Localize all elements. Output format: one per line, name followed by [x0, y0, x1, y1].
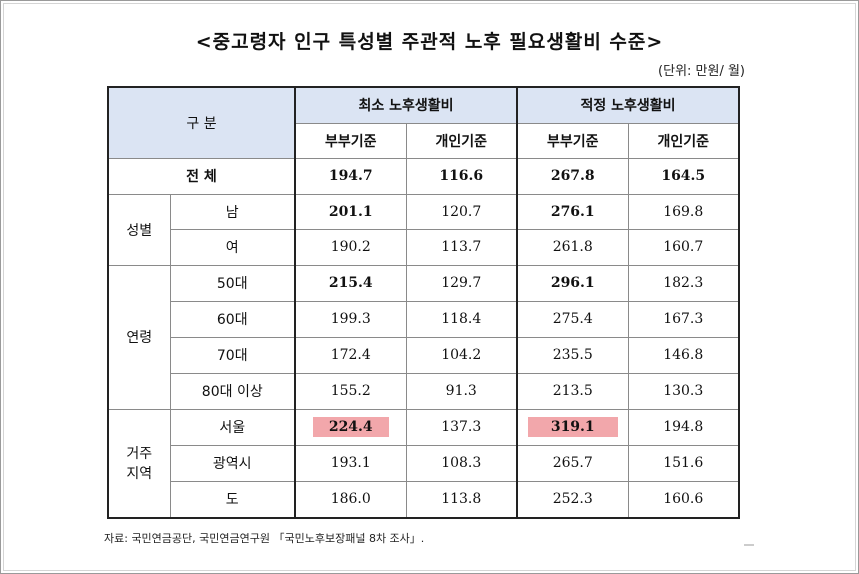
table-cell: 137.3 — [405, 408, 518, 446]
table-cell: 118.4 — [405, 300, 518, 338]
highlighted-cell: 224.4 — [294, 408, 407, 446]
table-cell: 235.5 — [516, 336, 629, 374]
unit-note: (단위: 만원/ 월) — [658, 64, 745, 79]
header-category: 구 분 — [107, 86, 296, 159]
table-cell: 146.8 — [627, 336, 740, 374]
highlighted-cell: 319.1 — [516, 408, 629, 446]
table-cell: 252.3 — [516, 480, 629, 519]
group-label-age: 연령 — [107, 264, 171, 410]
total-cell: 194.7 — [294, 157, 407, 195]
decorative-mark — [744, 544, 754, 546]
row-label: 50대 — [169, 264, 296, 302]
table-cell: 167.3 — [627, 300, 740, 338]
total-cell: 164.5 — [627, 157, 740, 195]
table-cell: 296.1 — [516, 264, 629, 302]
table-cell: 108.3 — [405, 444, 518, 482]
table-cell: 155.2 — [294, 372, 407, 410]
living-cost-table: 구 분 최소 노후생활비 적정 노후생활비 부부기준 개인기준 부부기준 개인기… — [107, 86, 740, 519]
table-cell: 113.8 — [405, 480, 518, 519]
table-cell: 91.3 — [405, 372, 518, 410]
table-cell: 190.2 — [294, 228, 407, 266]
header-proper-cost: 적정 노후생활비 — [516, 86, 740, 124]
total-cell: 267.8 — [516, 157, 629, 195]
table-cell: 186.0 — [294, 480, 407, 519]
table-cell: 199.3 — [294, 300, 407, 338]
row-label: 여 — [169, 228, 296, 266]
row-label: 광역시 — [169, 444, 296, 482]
group-label-region-line2: 지역 — [126, 466, 153, 483]
header-min-individual: 개인기준 — [405, 122, 518, 159]
table-cell: 213.5 — [516, 372, 629, 410]
table-cell: 261.8 — [516, 228, 629, 266]
row-label: 남 — [169, 193, 296, 230]
table-cell: 194.8 — [627, 408, 740, 446]
total-cell: 116.6 — [405, 157, 518, 195]
table-cell: 104.2 — [405, 336, 518, 374]
table-cell: 129.7 — [405, 264, 518, 302]
row-label: 80대 이상 — [169, 372, 296, 410]
table-cell: 169.8 — [627, 193, 740, 230]
total-label: 전 체 — [107, 157, 296, 195]
row-label: 60대 — [169, 300, 296, 338]
group-label-region-line1: 거주 — [126, 446, 153, 463]
table-cell: 172.4 — [294, 336, 407, 374]
header-proper-couple: 부부기준 — [516, 122, 629, 159]
table-cell: 276.1 — [516, 193, 629, 230]
table-cell: 120.7 — [405, 193, 518, 230]
table-cell: 113.7 — [405, 228, 518, 266]
table-cell: 193.1 — [294, 444, 407, 482]
table-cell: 151.6 — [627, 444, 740, 482]
table-cell: 160.6 — [627, 480, 740, 519]
group-label-region: 거주 지역 — [107, 408, 171, 519]
table-cell: 160.7 — [627, 228, 740, 266]
row-label: 도 — [169, 480, 296, 519]
row-label: 서울 — [169, 408, 296, 446]
header-min-couple: 부부기준 — [294, 122, 407, 159]
source-note: 자료: 국민연금공단, 국민연금연구원 「국민노후보장패널 8차 조사」. — [104, 532, 425, 545]
table-title: <중고령자 인구 특성별 주관적 노후 필요생활비 수준> — [195, 31, 664, 53]
table-cell: 275.4 — [516, 300, 629, 338]
header-proper-individual: 개인기준 — [627, 122, 740, 159]
table-cell: 215.4 — [294, 264, 407, 302]
table-cell: 265.7 — [516, 444, 629, 482]
table-cell: 201.1 — [294, 193, 407, 230]
table-cell: 130.3 — [627, 372, 740, 410]
document-inner-frame — [3, 3, 856, 571]
group-label-gender: 성별 — [107, 193, 171, 266]
row-label: 70대 — [169, 336, 296, 374]
table-cell: 182.3 — [627, 264, 740, 302]
header-min-cost: 최소 노후생활비 — [294, 86, 518, 124]
